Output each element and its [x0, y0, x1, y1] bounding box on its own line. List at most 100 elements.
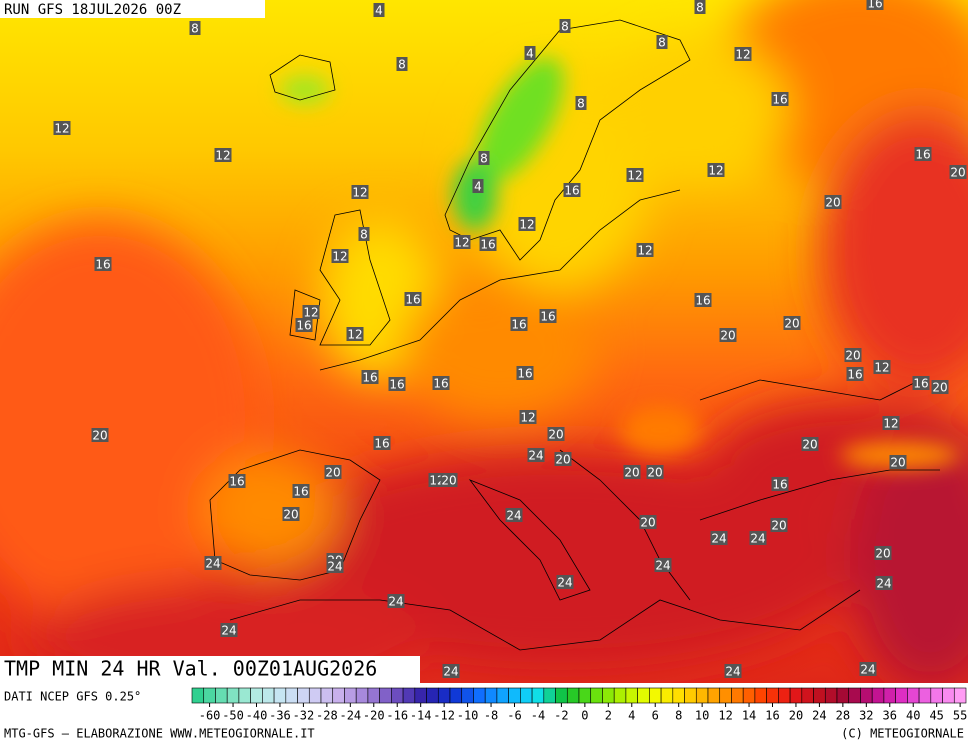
scale-swatch	[308, 687, 322, 704]
label-box	[844, 348, 862, 362]
scale-swatch	[320, 687, 334, 704]
label-box	[479, 237, 497, 251]
scale-swatch	[754, 687, 767, 704]
label-box	[516, 366, 534, 380]
label-box	[770, 518, 788, 532]
scale-swatch	[801, 687, 814, 704]
scale-swatch	[930, 687, 943, 704]
scale-swatch	[531, 687, 545, 704]
temperature-label: 16	[511, 318, 526, 332]
scale-swatch	[402, 687, 416, 704]
label-box	[914, 147, 932, 161]
temperature-label: 16	[374, 437, 389, 451]
label-box	[324, 465, 342, 479]
scale-swatch	[860, 687, 873, 704]
label-box	[694, 0, 706, 14]
scale-swatch	[625, 687, 638, 704]
temperature-label: 24	[655, 559, 670, 573]
label-box	[874, 546, 892, 560]
map-title: TMP MIN 24 HR Val. 00Z01AUG2026	[4, 657, 377, 681]
temperature-label: 20	[441, 474, 456, 488]
scale-label: 16	[765, 709, 779, 723]
scale-swatch	[871, 687, 885, 704]
temperature-label: 24	[221, 624, 236, 638]
scale-swatch	[766, 687, 779, 704]
temperature-label: 16	[296, 319, 311, 333]
scale-label: 36	[883, 709, 897, 723]
scale-swatch	[731, 687, 744, 704]
scale-label: 12	[718, 709, 732, 723]
scale-label: -20	[363, 709, 385, 723]
scale-swatch	[883, 687, 896, 704]
credit-label: MTG-GFS — ELABORAZIONE WWW.METEOGIORNALE…	[4, 727, 315, 741]
scale-swatch	[907, 687, 920, 704]
temperature-label: 12	[454, 236, 469, 250]
temperature-label: 24	[528, 449, 543, 463]
label-box	[694, 293, 712, 307]
scale-swatch	[449, 687, 463, 704]
label-box	[563, 183, 581, 197]
label-box	[432, 376, 450, 390]
scale-swatch	[355, 687, 369, 704]
scale-swatch	[543, 687, 556, 704]
temperature-label: 12	[520, 411, 535, 425]
temperature-label: 16	[95, 258, 110, 272]
scale-swatch	[367, 687, 380, 704]
label-box	[539, 309, 557, 323]
label-box	[326, 559, 344, 573]
temperature-label: 16	[564, 184, 579, 198]
label-box	[295, 318, 313, 332]
label-box	[719, 328, 737, 342]
temperature-label: 20	[92, 429, 107, 443]
color-scale: -60 -50 -40 -36 -32 -28 -24 -20 -16 -14 -12 -10 -8 -6…	[191, 687, 967, 723]
temperature-label: 16	[915, 148, 930, 162]
label-box	[204, 556, 222, 570]
temperature-label: 8	[561, 20, 569, 34]
scale-label: 2	[605, 709, 612, 723]
scale-label: 8	[675, 709, 682, 723]
temperature-label: 20	[647, 466, 662, 480]
source-label: DATI NCEP GFS 0.25°	[4, 690, 141, 704]
label-box	[547, 427, 565, 441]
temperature-label: 16	[867, 0, 882, 11]
label-box	[623, 465, 641, 479]
scale-label: -60	[199, 709, 221, 723]
temperature-label: 8	[398, 58, 406, 72]
label-box	[749, 531, 767, 545]
scale-swatch	[742, 687, 756, 704]
temperature-label: 12	[735, 48, 750, 62]
label-box	[527, 448, 545, 462]
label-box	[53, 121, 71, 135]
temperature-label: 4	[474, 180, 482, 194]
label-box	[220, 623, 238, 637]
run-label: RUN GFS 18JUL2026 00Z	[4, 2, 181, 18]
scale-label: 55	[953, 709, 967, 723]
scale-swatch	[461, 687, 474, 704]
label-box	[351, 185, 369, 199]
scale-swatch	[332, 687, 345, 704]
label-box	[388, 377, 406, 391]
label-box	[518, 217, 536, 231]
scale-label: -14	[410, 709, 432, 723]
scale-swatch	[590, 687, 603, 704]
scale-label: 32	[859, 709, 873, 723]
temperature-label: 8	[577, 97, 585, 111]
scale-label: 14	[742, 709, 756, 723]
label-box	[358, 227, 370, 241]
label-box	[636, 243, 654, 257]
temperature-label: 20	[845, 349, 860, 363]
label-box	[707, 163, 725, 177]
scale-swatch	[778, 687, 791, 704]
temperature-label: 16	[517, 367, 532, 381]
temperature-label: 20	[720, 329, 735, 343]
label-box	[556, 575, 574, 589]
scale-swatch	[942, 687, 955, 704]
label-box	[404, 292, 422, 306]
scale-swatch	[238, 687, 251, 704]
temperature-label: 24	[876, 577, 891, 591]
temperature-label: 24	[506, 509, 521, 523]
label-box	[189, 21, 201, 35]
scale-swatch	[203, 687, 216, 704]
